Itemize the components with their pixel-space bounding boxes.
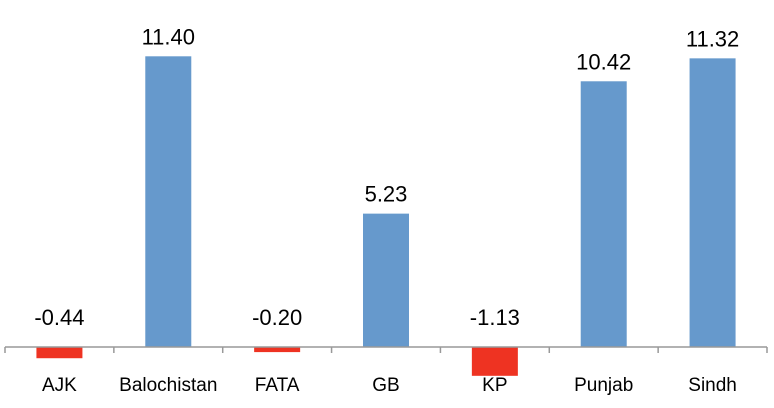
data-label-balochistan: 11.40 [142,24,195,49]
data-label-sindh: 11.32 [686,26,739,51]
data-label-ajk: -0.44 [34,305,84,330]
data-labels-layer: -0.44 11.40 -0.20 5.23 -1.13 10.42 11.32 [34,24,739,330]
bar-balochistan [145,56,192,348]
x-axis [4,346,768,353]
data-label-fata: -0.20 [252,305,302,330]
category-tick-labels: AJK Balochistan FATA GB KP Punjab Sindh [42,375,737,396]
category-label-fata: FATA [255,375,300,396]
bar-punjab [580,81,627,347]
category-label-kp: KP [482,375,507,396]
category-label-gb: GB [372,375,399,396]
category-label-balochistan: Balochistan [119,375,217,396]
bar-gb [363,213,409,347]
category-label-punjab: Punjab [574,375,633,396]
data-label-kp: -1.13 [470,305,520,330]
category-label-ajk: AJK [42,375,77,396]
data-label-gb: 5.23 [365,182,408,207]
bar-fata [254,347,301,353]
bars-layer [36,56,736,376]
bar-ajk [36,347,83,359]
bar-kp [471,347,518,376]
data-label-punjab: 10.42 [576,49,631,74]
category-label-sindh: Sindh [688,375,737,396]
bar-sindh [689,58,736,348]
